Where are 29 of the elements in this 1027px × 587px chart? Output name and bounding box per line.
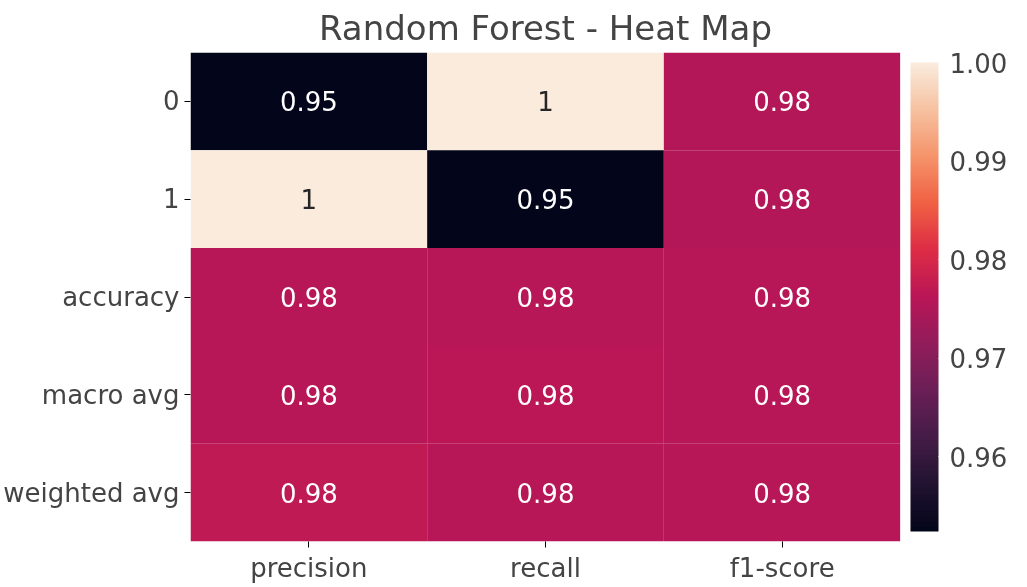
data-label: 1 (300, 185, 318, 216)
x-tick-label: recall (510, 552, 581, 583)
data-label: 0.95 (279, 87, 338, 118)
color-bar-label: 1.00 (949, 48, 1008, 79)
data-label: 1 (537, 87, 554, 118)
color-bar-label: 0.97 (949, 344, 1008, 375)
data-label: 0.98 (279, 380, 338, 411)
data-label: 0.98 (753, 478, 812, 509)
color-bar-label: 0.96 (949, 442, 1008, 473)
data-label: 0.98 (516, 283, 575, 313)
data-label: 0.98 (279, 283, 338, 313)
y-tick-label: macro avg (41, 379, 180, 410)
y-tick-label: 1 (162, 184, 180, 215)
y-tick-label: accuracy (62, 282, 180, 312)
data-label: 0.98 (516, 478, 575, 509)
color-bar-label: 0.98 (949, 245, 1008, 276)
data-label: 0.98 (753, 185, 812, 216)
y-tick-label: weighted avg (3, 477, 180, 508)
chart-title: Random Forest - Heat Map (319, 7, 773, 48)
data-label: 0.98 (516, 380, 575, 411)
y-tick-label: 0 (162, 86, 180, 117)
x-tick-label: f1-score (729, 552, 835, 583)
color-bar-label: 0.99 (949, 147, 1008, 178)
data-label: 0.98 (753, 87, 812, 118)
data-label: 0.98 (753, 283, 812, 313)
data-label: 0.98 (753, 380, 812, 411)
x-tick-label: precision (250, 552, 368, 583)
data-label: 0.95 (516, 185, 575, 216)
data-label: 0.98 (279, 478, 338, 509)
